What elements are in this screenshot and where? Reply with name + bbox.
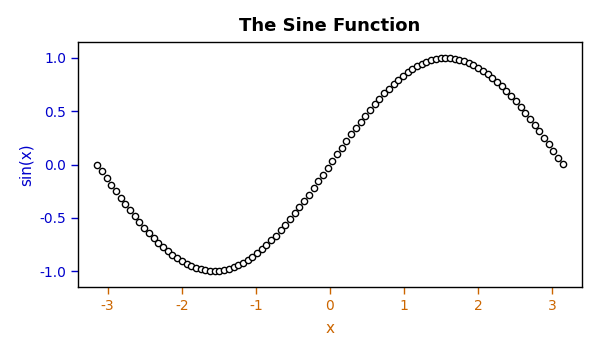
- X-axis label: x: x: [325, 321, 335, 336]
- Y-axis label: sin(x): sin(x): [19, 143, 34, 186]
- Title: The Sine Function: The Sine Function: [239, 17, 421, 35]
